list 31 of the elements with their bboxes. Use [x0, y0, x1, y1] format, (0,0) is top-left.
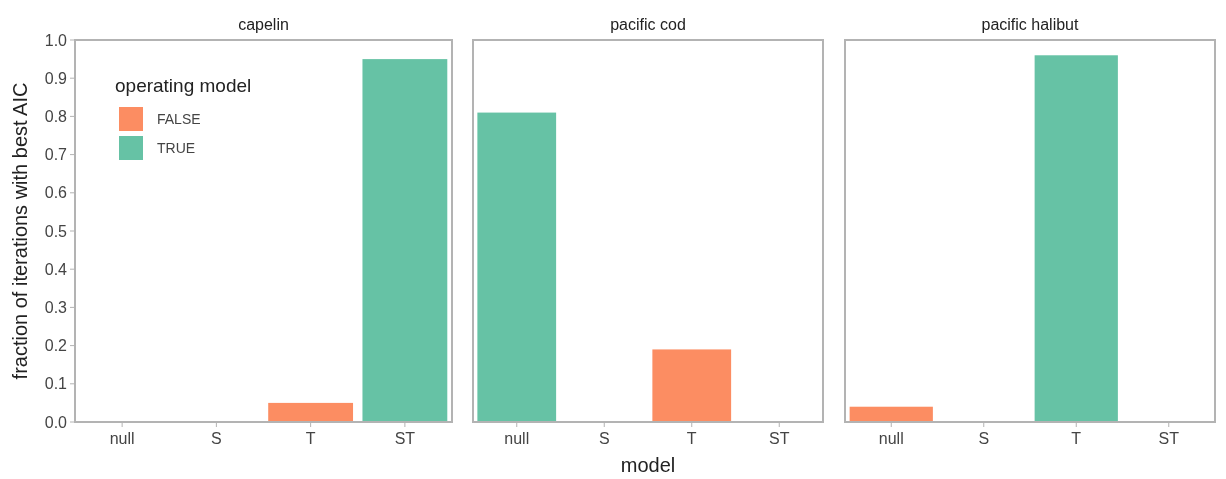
- legend-label: TRUE: [157, 139, 196, 156]
- y-tick-label: 0.3: [44, 299, 68, 316]
- chart-title: capelin: [238, 16, 289, 33]
- x-tick-label: S: [211, 430, 222, 447]
- chart-title: pacific cod: [610, 16, 686, 33]
- x-tick-label: S: [598, 430, 610, 447]
- x-tick-label: null: [504, 430, 530, 447]
- x-tick-label: S: [978, 430, 990, 447]
- x-tick-label: T: [686, 430, 697, 447]
- x-tick-label: ST: [394, 430, 416, 447]
- y-tick-label: 0.9: [44, 69, 68, 87]
- x-tick-label: null: [109, 430, 135, 447]
- x-tick-label: ST: [1158, 430, 1180, 447]
- x-tick-label: T: [1071, 430, 1082, 447]
- y-tick-label: 0.2: [44, 337, 68, 355]
- y-tick-label: 0.8: [44, 108, 68, 125]
- y-tick-label: 0.6: [44, 184, 68, 202]
- x-tick-label: T: [305, 430, 316, 447]
- y-tick-label: 0.4: [44, 260, 68, 278]
- y-tick-label: 0.7: [44, 146, 68, 164]
- x-tick-label: ST: [769, 430, 790, 447]
- legend-label: FALSE: [157, 110, 201, 127]
- y-tick-label: 0.1: [44, 375, 68, 393]
- x-tick-label: null: [878, 430, 904, 447]
- x-axis-title: model: [620, 454, 676, 476]
- y-axis-title: fraction of iterations with best AIC: [9, 82, 31, 380]
- y-tick-label: 0.0: [44, 413, 68, 431]
- chart-title: pacific halibut: [981, 16, 1080, 33]
- legend-title: operating model: [115, 75, 252, 96]
- y-tick-label: 0.5: [44, 222, 68, 240]
- y-tick-label: 1.0: [44, 31, 68, 49]
